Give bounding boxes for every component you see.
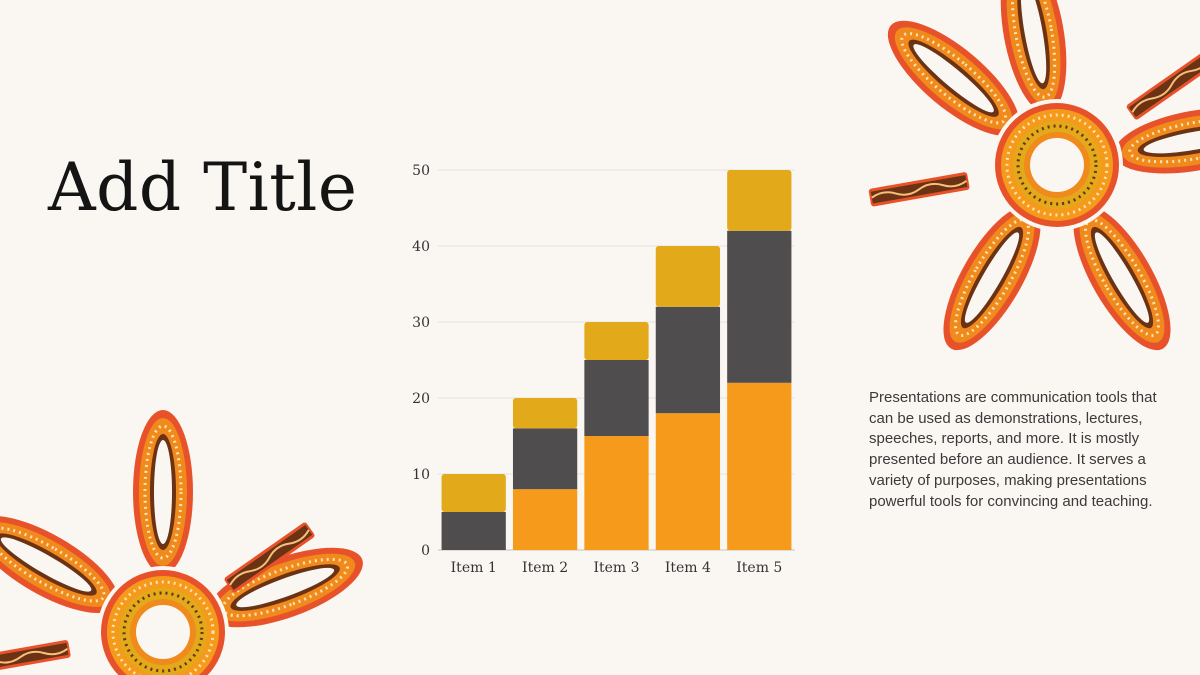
- y-tick-label: 40: [412, 239, 430, 255]
- bar-segment-2: [441, 512, 506, 550]
- y-axis: 0 10 20 30 40 50: [412, 163, 430, 559]
- bar-segment-1: [512, 489, 578, 550]
- bar-segment-2: [512, 428, 578, 490]
- bar-segment-3: [512, 398, 578, 429]
- slide-title: Add Title: [48, 149, 358, 226]
- bar-segment-3: [727, 170, 792, 231]
- bar-segment-3: [584, 322, 649, 360]
- x-tick-label: Item 3: [593, 560, 639, 576]
- body-paragraph: Presentations are communication tools th…: [869, 389, 1157, 510]
- bars: [441, 170, 792, 550]
- bar-segment-1: [727, 382, 792, 550]
- x-tick-label: Item 1: [451, 560, 497, 576]
- x-tick-label: Item 4: [665, 560, 711, 576]
- y-tick-label: 30: [412, 315, 430, 331]
- y-tick-label: 0: [421, 543, 430, 559]
- y-tick-label: 10: [412, 467, 430, 483]
- bar-segment-3: [655, 246, 721, 307]
- bar-segment-2: [655, 306, 721, 414]
- x-tick-label: Item 2: [522, 560, 568, 576]
- bar-segment-2: [727, 230, 792, 383]
- bar-segment-2: [584, 360, 649, 436]
- orange-dotted-flower-icon: [0, 408, 374, 675]
- bar-segment-3: [441, 474, 506, 512]
- y-tick-label: 50: [412, 163, 430, 179]
- x-axis: Item 1 Item 2 Item 3 Item 4 Item 5: [451, 560, 783, 576]
- orange-dotted-flower-icon: [867, 0, 1200, 366]
- y-tick-label: 20: [412, 391, 430, 407]
- x-tick-label: Item 5: [736, 560, 782, 576]
- bar-segment-1: [655, 413, 721, 550]
- bar-segment-1: [584, 436, 649, 550]
